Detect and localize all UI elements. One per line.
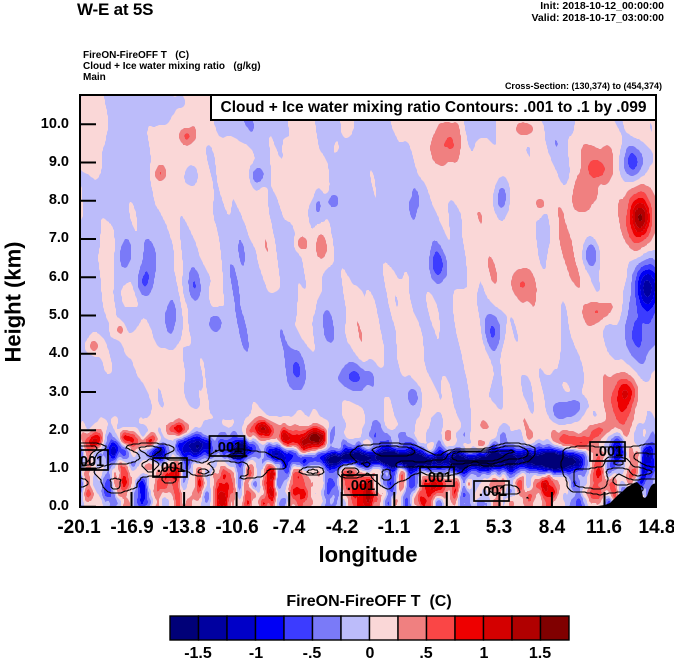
svg-text:.001: .001 (79, 454, 104, 470)
svg-text:.001: .001 (347, 478, 375, 494)
svg-text:.001: .001 (424, 470, 452, 486)
svg-text:.001: .001 (479, 484, 507, 500)
svg-text:.001: .001 (214, 440, 242, 456)
svg-text:.001: .001 (595, 444, 623, 460)
svg-text:.001: .001 (157, 460, 185, 476)
